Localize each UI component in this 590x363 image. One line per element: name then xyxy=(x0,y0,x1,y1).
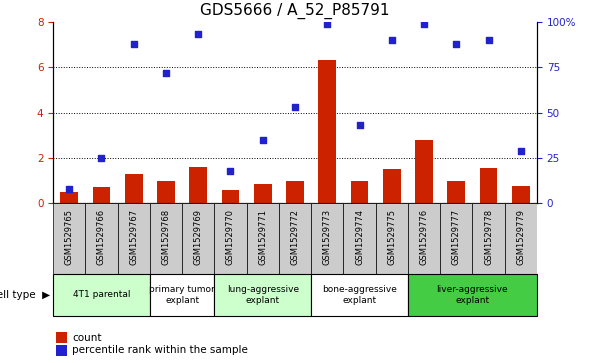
Point xyxy=(484,37,493,43)
Bar xyxy=(254,184,271,203)
Text: GSM1529773: GSM1529773 xyxy=(323,209,332,265)
Point xyxy=(516,148,526,154)
FancyBboxPatch shape xyxy=(343,203,376,274)
Point xyxy=(129,41,139,46)
Text: GSM1529768: GSM1529768 xyxy=(162,209,171,265)
Point xyxy=(323,21,332,26)
Point xyxy=(290,104,300,110)
Bar xyxy=(319,60,336,203)
Point xyxy=(226,168,235,174)
FancyBboxPatch shape xyxy=(311,203,343,274)
Point xyxy=(355,122,364,128)
Text: GSM1529774: GSM1529774 xyxy=(355,209,364,265)
Text: bone-aggressive
explant: bone-aggressive explant xyxy=(322,285,397,305)
Point xyxy=(419,21,429,26)
Text: lung-aggressive
explant: lung-aggressive explant xyxy=(227,285,299,305)
FancyBboxPatch shape xyxy=(504,203,537,274)
Point xyxy=(387,37,396,43)
Point xyxy=(64,186,74,192)
FancyBboxPatch shape xyxy=(86,203,117,274)
FancyBboxPatch shape xyxy=(53,274,150,316)
Text: GSM1529767: GSM1529767 xyxy=(129,209,138,265)
FancyBboxPatch shape xyxy=(440,203,473,274)
Bar xyxy=(512,186,530,203)
Bar xyxy=(480,168,497,203)
Text: GSM1529771: GSM1529771 xyxy=(258,209,267,265)
Text: liver-aggressive
explant: liver-aggressive explant xyxy=(437,285,508,305)
Text: GSM1529770: GSM1529770 xyxy=(226,209,235,265)
Text: count: count xyxy=(72,333,101,343)
FancyBboxPatch shape xyxy=(214,203,247,274)
Bar xyxy=(447,180,465,203)
Text: GSM1529777: GSM1529777 xyxy=(452,209,461,265)
Bar xyxy=(189,167,207,203)
FancyBboxPatch shape xyxy=(311,274,408,316)
Text: 4T1 parental: 4T1 parental xyxy=(73,290,130,299)
Bar xyxy=(125,174,143,203)
Point xyxy=(194,32,203,37)
Bar xyxy=(415,140,433,203)
Bar xyxy=(93,187,110,203)
Text: percentile rank within the sample: percentile rank within the sample xyxy=(72,345,248,355)
Title: GDS5666 / A_52_P85791: GDS5666 / A_52_P85791 xyxy=(200,3,390,19)
Text: GSM1529779: GSM1529779 xyxy=(516,209,525,265)
FancyBboxPatch shape xyxy=(53,203,86,274)
FancyBboxPatch shape xyxy=(150,203,182,274)
Text: GSM1529772: GSM1529772 xyxy=(290,209,300,265)
Point xyxy=(258,137,267,143)
Text: cell type  ▶: cell type ▶ xyxy=(0,290,50,300)
Text: GSM1529769: GSM1529769 xyxy=(194,209,203,265)
Text: primary tumor
explant: primary tumor explant xyxy=(149,285,215,305)
FancyBboxPatch shape xyxy=(279,203,311,274)
Point xyxy=(451,41,461,46)
FancyBboxPatch shape xyxy=(150,274,214,316)
Bar xyxy=(286,180,304,203)
Bar xyxy=(157,180,175,203)
FancyBboxPatch shape xyxy=(473,203,504,274)
FancyBboxPatch shape xyxy=(214,274,311,316)
Point xyxy=(97,155,106,161)
FancyBboxPatch shape xyxy=(408,274,537,316)
Text: GSM1529775: GSM1529775 xyxy=(387,209,396,265)
Point xyxy=(161,70,171,76)
Bar xyxy=(350,180,368,203)
FancyBboxPatch shape xyxy=(408,203,440,274)
Text: GSM1529766: GSM1529766 xyxy=(97,209,106,265)
Text: GSM1529778: GSM1529778 xyxy=(484,209,493,265)
FancyBboxPatch shape xyxy=(247,203,279,274)
Bar xyxy=(383,169,401,203)
FancyBboxPatch shape xyxy=(182,203,214,274)
FancyBboxPatch shape xyxy=(117,203,150,274)
FancyBboxPatch shape xyxy=(376,203,408,274)
Bar xyxy=(60,192,78,203)
Text: GSM1529765: GSM1529765 xyxy=(65,209,74,265)
Text: GSM1529776: GSM1529776 xyxy=(419,209,428,265)
Bar xyxy=(222,189,240,203)
